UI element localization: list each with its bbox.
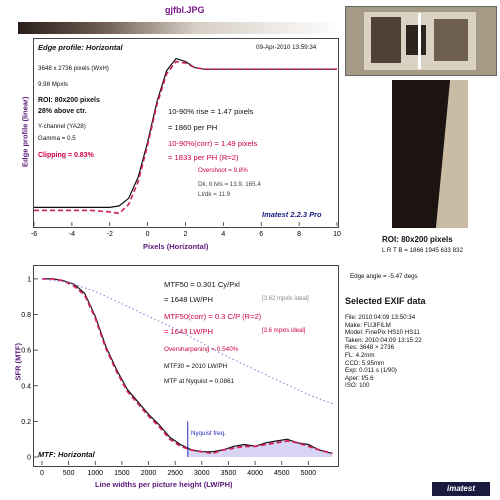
edge-x-tick-label: 6 <box>259 231 263 238</box>
mtf-x-tick-label: 500 <box>63 470 75 477</box>
edge-roi: ROI: 80x200 pixels <box>38 97 100 104</box>
oversharpening: Oversharpening = 0.540% <box>164 346 239 353</box>
edge-angle: Edge angle = -5.47 degs <box>350 273 418 280</box>
mtf-x-tick-label: 4000 <box>247 470 263 477</box>
edge-x-tick-label: -6 <box>31 231 37 238</box>
edge-ltdk: Lt/dk = 11.9 <box>198 191 231 198</box>
edge-x-tick-label: 2 <box>184 231 188 238</box>
edge-mpxls: 9.98 Mpxls <box>38 81 68 88</box>
exif-row: FL: 4.2mm <box>345 351 375 359</box>
edge-rise-corr: 10-90%(corr) = 1.49 pixels <box>168 139 258 148</box>
exif-row: Res: 3648 × 2736 <box>345 344 395 352</box>
exif-row: Make: FUJIFILM <box>345 321 391 329</box>
mtf-x-tick-label: 2000 <box>141 470 157 477</box>
nyquist-label: Nyquist freq. <box>191 430 226 437</box>
exif-row: Taken: 2010:04:09 13:15:22 <box>345 336 422 344</box>
edge-overshoot: Overshoot = 9.8% <box>198 167 248 174</box>
gradient-bar <box>18 22 342 34</box>
roi-coords: L R T B = 1866 1945 633 832 <box>382 247 463 254</box>
mtf-x-tick-label: 3000 <box>194 470 210 477</box>
edge-above-ctr: 28% above ctr. <box>38 108 87 115</box>
exif-row: Aper: f/5.6 <box>345 374 374 382</box>
mtf-x-tick-label: 1000 <box>87 470 103 477</box>
mtf50-corr-ideal: [3.6 mpxls ideal] <box>262 328 306 334</box>
mtf-title: MTF: Horizontal <box>38 450 95 459</box>
edge-watermark: Imatest 2.2.3 Pro <box>262 210 322 219</box>
mtf-x-tick-label: 4500 <box>274 470 290 477</box>
edge-xlabel: Pixels (Horizontal) <box>143 242 209 251</box>
exif-title: Selected EXIF data <box>345 296 426 306</box>
edge-series-measured <box>34 57 337 208</box>
exif-row: Model: FinePix HS10 HS11 <box>345 329 420 337</box>
mtf-y-tick-label: 0.6 <box>21 348 31 355</box>
file-title: gjfbl.JPG <box>165 5 205 15</box>
mtf-y-tick-label: 0.4 <box>21 383 31 390</box>
mtf-y-tick-label: 0.8 <box>21 312 31 319</box>
edge-x-tick-label: 4 <box>221 231 225 238</box>
edge-rise: 10-90% rise = 1.47 pixels <box>168 107 254 116</box>
exif-row: ISO: 100 <box>345 382 370 390</box>
edge-x-tick-label: 8 <box>297 231 301 238</box>
mtf-y-tick-label: 0 <box>27 455 31 462</box>
roi-image <box>392 80 468 228</box>
edge-series-corrected <box>34 60 337 215</box>
mtf50-corr-lw: = 1643 LW/PH <box>164 327 214 336</box>
exif-row: Exp: 0.011 s (1/90) <box>345 367 397 375</box>
mtf50-ideal: [3.62 mpxls ideal] <box>262 296 309 302</box>
mtf-plot-frame <box>33 265 339 467</box>
edge-rise-corr-ph: = 1833 per PH (R=2) <box>168 153 239 162</box>
test-chart-thumbnail <box>345 6 497 76</box>
edge-rise-ph: = 1860 per PH <box>168 123 218 132</box>
mtf-series-measured <box>42 278 333 454</box>
edge-x-tick-label: 10 <box>333 231 341 238</box>
roi-label: ROI: 80x200 pixels <box>382 235 453 244</box>
mtf-y-tick-label: 1 <box>27 276 31 283</box>
edge-timestamp: 09-Apr-2010 13:59:34 <box>256 44 317 51</box>
mtf-x-tick-label: 2500 <box>167 470 183 477</box>
mtf-series-corrected <box>42 277 333 455</box>
edge-channel: Y-channel (YA28) <box>38 123 86 130</box>
edge-title: Edge profile: Horizontal <box>38 43 123 52</box>
edge-dk-lt: Dk, lt lvls = 13.9, 165.4 <box>198 181 261 188</box>
exif-row: File: 2010:04:09 13:50:34 <box>345 314 416 321</box>
edge-x-tick-label: 0 <box>146 231 150 238</box>
edge-clipping: Clipping = 0.83% <box>38 152 94 159</box>
exif-list: File: 2010:04:09 13:50:34 Make: FUJIFILM… <box>345 314 422 390</box>
mtf30: MTF30 = 2010 LW/PH <box>164 363 228 370</box>
exif-row: CCD: 5.95mm <box>345 359 385 367</box>
mtf-xlabel: Line widths per picture height (LW/PH) <box>95 480 233 489</box>
mtf50-corr: MTF50(corr) = 0.3 C/P (R=2) <box>164 312 262 321</box>
mtf-x-tick-label: 3500 <box>221 470 237 477</box>
mtf-nyquist: MTF at Nyquist = 0.0861 <box>164 378 235 385</box>
edge-gamma: Gamma = 0.5 <box>38 135 76 142</box>
edge-x-tick-label: -4 <box>69 231 75 238</box>
mtf-x-tick-label: 1500 <box>114 470 130 477</box>
edge-dims: 3648 x 2736 pixels (WxH) <box>38 65 109 72</box>
mtf-x-tick-label: 0 <box>40 470 44 477</box>
mtf50-lw: = 1648 LW/PH <box>164 295 214 304</box>
mtf-x-tick-label: 5000 <box>301 470 317 477</box>
nyquist-shaded-area <box>187 439 333 457</box>
mtf50: MTF50 = 0.301 Cy/Pxl <box>164 280 240 289</box>
imatest-logo: imatest <box>432 482 490 496</box>
edge-x-tick-label: -2 <box>107 231 113 238</box>
mtf-y-tick-label: 0.2 <box>21 419 31 426</box>
logo-text: imatest <box>446 484 475 493</box>
